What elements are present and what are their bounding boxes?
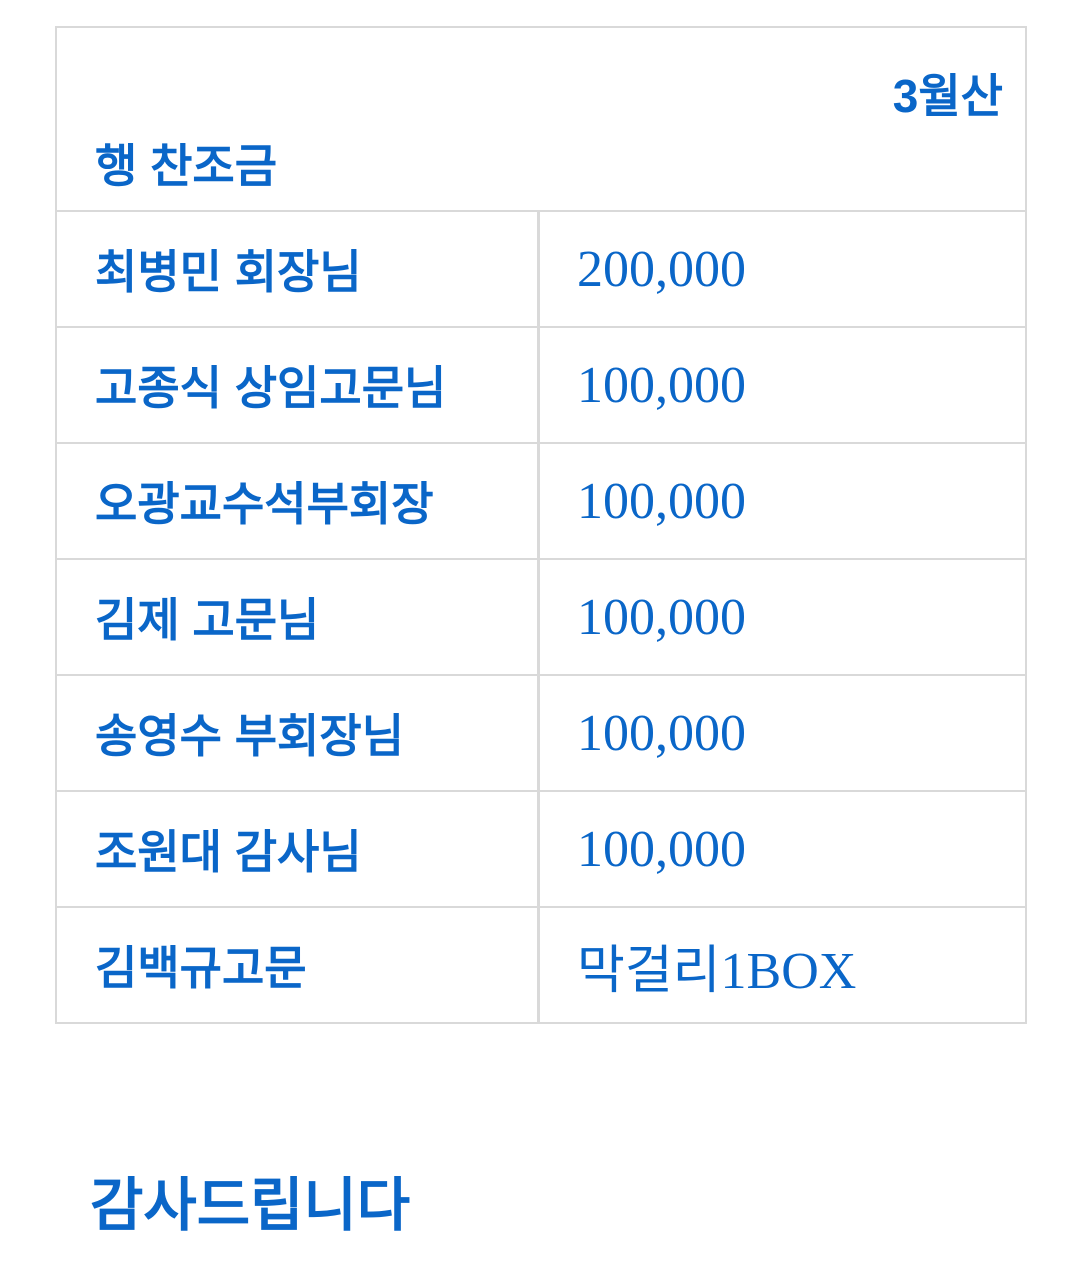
donation-amount: 100,000 [577,820,746,878]
title-part-2: 행 찬조금 [95,140,278,192]
donor-name: 송영수 부회장님 [57,676,540,790]
donation-amount: 200,000 [577,240,746,298]
donation-amount: 막걸리1BOX [577,942,857,1000]
table-row: 송영수 부회장님 100,000 [57,676,1025,792]
donation-amount: 100,000 [577,472,746,530]
donor-name: 김제 고문님 [57,560,540,674]
donor-name: 최병민 회장님 [57,212,540,326]
thanks-text: 감사드립니다 [90,1173,411,1238]
donor-name: 조원대 감사님 [57,792,540,906]
table-row: 김제 고문님 100,000 [57,560,1025,676]
donation-amount: 100,000 [577,588,746,646]
donation-amount: 100,000 [577,704,746,762]
table-row: 고종식 상임고문님 100,000 [57,328,1025,444]
donor-name: 고종식 상임고문님 [57,328,540,442]
donation-table: 3월산 행 찬조금 최병민 회장님 200,000 고종식 상임고문님 100,000… [55,26,1027,1024]
donor-name: 오광교수석부회장 [57,444,540,558]
table-row: 최병민 회장님 200,000 [57,212,1025,328]
table-row: 조원대 감사님 100,000 [57,792,1025,908]
title-part-1: 3월산 [892,70,1003,122]
donor-name: 김백규고문 [57,908,540,1022]
table-row: 김백규고문 막걸리1BOX [57,908,1025,1022]
table-row: 오광교수석부회장 100,000 [57,444,1025,560]
donation-amount: 100,000 [577,356,746,414]
table-header: 3월산 행 찬조금 [57,28,1025,212]
